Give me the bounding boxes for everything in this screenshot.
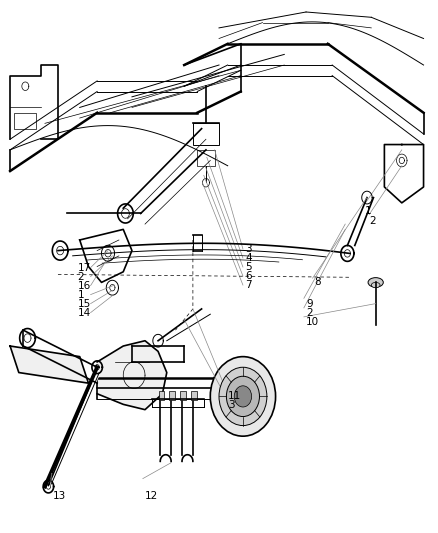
Text: 1: 1 xyxy=(78,289,84,300)
Text: 12: 12 xyxy=(145,490,158,500)
Polygon shape xyxy=(10,346,88,383)
Text: 3: 3 xyxy=(245,244,252,254)
Bar xyxy=(170,391,175,400)
Polygon shape xyxy=(97,341,167,410)
Bar xyxy=(191,391,197,400)
Text: 8: 8 xyxy=(315,277,321,287)
Ellipse shape xyxy=(368,278,383,287)
Text: 6: 6 xyxy=(245,271,252,281)
Text: 1: 1 xyxy=(365,206,371,216)
Text: 2: 2 xyxy=(306,308,313,318)
Text: 2: 2 xyxy=(369,216,376,227)
Bar xyxy=(159,391,164,400)
Text: 14: 14 xyxy=(78,308,91,318)
Text: 17: 17 xyxy=(78,263,91,272)
Text: 5: 5 xyxy=(245,262,252,272)
Text: 13: 13 xyxy=(53,490,66,500)
Text: 15: 15 xyxy=(78,298,91,309)
Text: 7: 7 xyxy=(245,280,252,290)
Circle shape xyxy=(219,367,267,425)
Text: 16: 16 xyxy=(78,280,91,290)
Text: 10: 10 xyxy=(306,317,319,327)
Circle shape xyxy=(226,376,259,417)
Bar xyxy=(197,150,215,166)
Circle shape xyxy=(210,357,276,436)
Circle shape xyxy=(234,386,252,407)
Text: 3: 3 xyxy=(228,400,234,410)
Text: 4: 4 xyxy=(245,253,252,263)
Bar xyxy=(193,123,219,144)
Text: 9: 9 xyxy=(306,298,313,309)
Bar xyxy=(14,113,36,128)
Ellipse shape xyxy=(371,282,380,288)
Text: 2: 2 xyxy=(78,272,84,281)
Text: 11: 11 xyxy=(228,391,241,401)
Bar xyxy=(180,391,186,400)
